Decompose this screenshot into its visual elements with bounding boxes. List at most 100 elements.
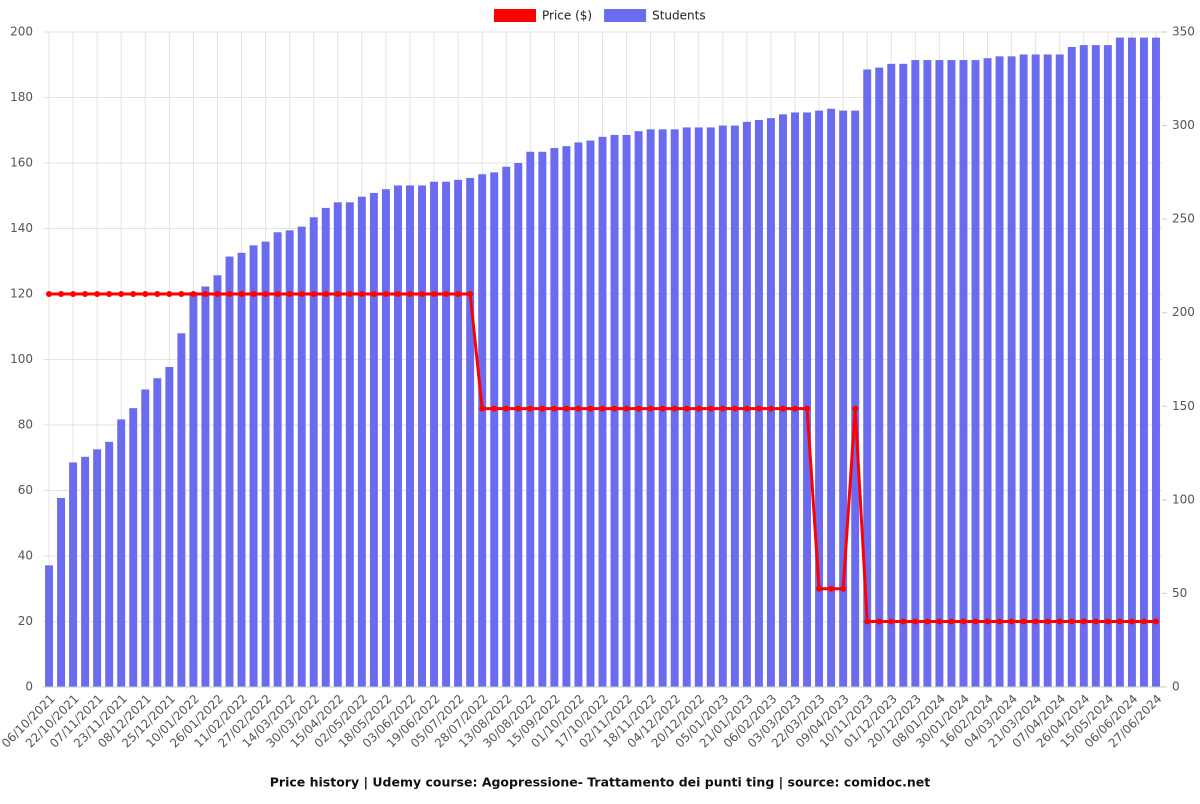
price-point [322,291,329,297]
legend-swatch [494,9,536,22]
price-point [960,618,967,625]
price-point [984,618,991,625]
price-point [250,291,257,297]
chart-title: Price history | Udemy course: Agopressio… [270,775,930,790]
price-point [828,585,835,592]
price-point [876,618,883,625]
price-point [936,618,943,625]
bar [827,108,836,687]
price-point [611,405,618,412]
bar [742,121,751,688]
legend: Price ($) Students [494,9,706,23]
bar [754,119,763,687]
price-point [719,405,726,412]
bar [490,172,499,687]
bar [237,252,246,688]
price-point [406,291,413,297]
price-point [972,618,979,625]
y-tick-label: 100 [10,352,33,366]
bar [1115,37,1124,688]
price-point [948,618,955,625]
bar [598,136,607,688]
price-point [1128,618,1135,625]
bar [45,565,53,687]
y-tick-label: 60 [18,483,33,497]
bar [454,179,463,688]
bar [165,366,174,687]
y2-tick-label: 300 [1172,118,1195,132]
price-point [551,405,558,412]
price-point [647,405,654,412]
y2-tick-label: 150 [1172,399,1195,413]
bar [1127,37,1136,688]
price-point [707,405,714,412]
price-point [575,405,582,412]
price-point [467,291,474,297]
bar [1007,56,1016,688]
bar [875,67,884,688]
bar [1152,37,1160,688]
bar [947,60,956,688]
price-point [743,405,750,412]
bar [381,189,390,687]
price-point [1044,618,1051,625]
y-tick-label: 180 [10,90,33,104]
price-point [731,405,738,412]
price-point [226,291,233,297]
price-point [503,405,510,412]
bar [1139,37,1148,688]
y-tick-label: 160 [10,156,33,170]
bar [430,181,439,687]
price-point [334,291,341,297]
bar [586,140,595,688]
bar [502,166,511,687]
legend-label: Students [652,9,706,23]
bar [887,63,896,688]
bar [1031,54,1040,687]
bar [791,112,799,687]
price-point [154,291,161,297]
price-point [864,618,871,625]
bar [851,110,860,688]
bar [1091,45,1100,688]
price-point [515,405,522,412]
y-tick-label: 120 [10,287,33,301]
price-point [106,291,113,297]
bar [129,408,138,687]
price-point [190,291,197,297]
bar [406,185,414,687]
bar [117,419,126,687]
price-point [767,405,774,412]
price-point [286,291,293,297]
price-point [46,291,53,297]
price-point [491,405,498,412]
price-point [695,405,702,412]
bar [995,56,1004,688]
bar [1103,45,1112,688]
bar [574,142,583,687]
price-point [58,291,65,297]
price-point [178,291,185,297]
bar [935,60,944,688]
price-point [1092,618,1099,625]
price-point [527,405,534,412]
bar [779,114,787,688]
price-point [779,405,786,412]
price-point [1056,618,1063,625]
bar [1043,54,1052,687]
price-point [298,291,305,297]
bar [442,181,451,687]
price-point [394,291,401,297]
bar [285,230,294,687]
price-point [755,405,762,412]
bar [333,202,342,688]
bar [815,110,824,688]
y-tick-label: 140 [10,221,33,235]
price-point [370,291,377,297]
price-point [683,405,690,412]
bar [538,151,547,687]
y2-tick-label: 100 [1172,492,1195,506]
price-point [1080,618,1087,625]
price-point [563,405,570,412]
price-point [130,291,137,297]
